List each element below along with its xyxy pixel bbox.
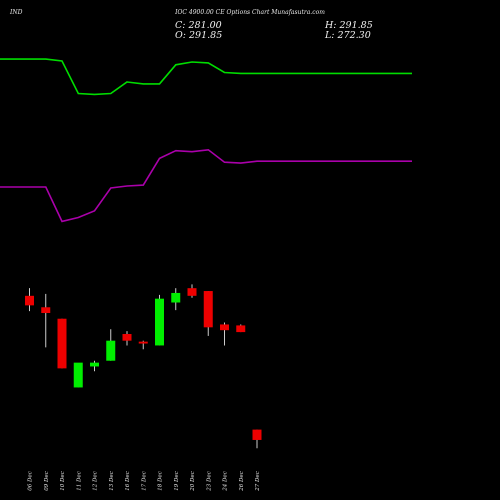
lower-band-line [0, 148, 412, 223]
close-value: C: 281.00 [175, 20, 222, 31]
x-tick-label: 26 Dec [239, 471, 245, 492]
candle-body [155, 298, 164, 346]
candle-0 [25, 288, 34, 312]
x-tick-label: 23 Dec [206, 471, 212, 492]
candle-13 [236, 324, 246, 333]
x-tick-label: 12 Dec [93, 471, 99, 491]
candle-14 [252, 429, 262, 449]
candle-body [106, 340, 116, 361]
candle-body [90, 362, 99, 367]
candle-body [252, 429, 262, 440]
x-tick-label: 16 Dec [125, 471, 131, 491]
candle-3 [73, 362, 83, 388]
candle-9 [171, 288, 181, 311]
x-tick-label: 27 Dec [255, 471, 261, 492]
low-value: L: 272.30 [324, 30, 371, 41]
x-tick-label: 06 Dec [28, 471, 34, 491]
candle-body [138, 341, 148, 344]
candle-12 [220, 322, 229, 346]
candle-4 [90, 360, 99, 372]
x-tick-label: 19 Dec [174, 471, 180, 491]
high-value: H: 291.85 [324, 20, 373, 31]
candle-body [41, 307, 51, 313]
x-axis-ticks: 06 Dec 09 Dec 10 Dec 11 Dec 12 Dec 13 Dec 16 D… [28, 471, 262, 492]
candle-5 [106, 329, 116, 361]
x-tick-label: 10 Dec [60, 471, 66, 491]
candle-10 [187, 284, 197, 298]
x-tick-label: 13 Dec [109, 471, 115, 491]
candle-body [203, 291, 213, 328]
candle-body [220, 324, 229, 331]
chart-title: IOC 4900.00 CE Options Chart Munafasutra… [174, 9, 325, 16]
band-lines [0, 58, 412, 223]
candle-body [25, 295, 34, 306]
candle-body [57, 318, 67, 369]
candle-body [122, 334, 132, 341]
x-tick-label: 24 Dec [223, 471, 229, 492]
x-tick-label: 17 Dec [141, 471, 147, 491]
candle-body [171, 292, 181, 303]
x-tick-label: 20 Dec [190, 471, 196, 492]
candle-body [236, 325, 246, 333]
upper-band-line [0, 58, 412, 96]
symbol-label: IND [9, 9, 23, 16]
candle-1 [41, 293, 51, 348]
candle-7 [138, 340, 148, 350]
x-tick-label: 18 Dec [158, 471, 164, 491]
candle-body [73, 362, 83, 388]
candle-6 [122, 331, 132, 346]
candle-body [187, 288, 197, 296]
x-tick-label: 11 Dec [76, 471, 82, 491]
candle-11 [203, 291, 213, 336]
candles-group [25, 284, 262, 449]
open-value: O: 291.85 [175, 30, 222, 41]
candle-8 [155, 294, 164, 346]
candle-2 [57, 318, 67, 369]
x-tick-label: 09 Dec [44, 471, 50, 491]
